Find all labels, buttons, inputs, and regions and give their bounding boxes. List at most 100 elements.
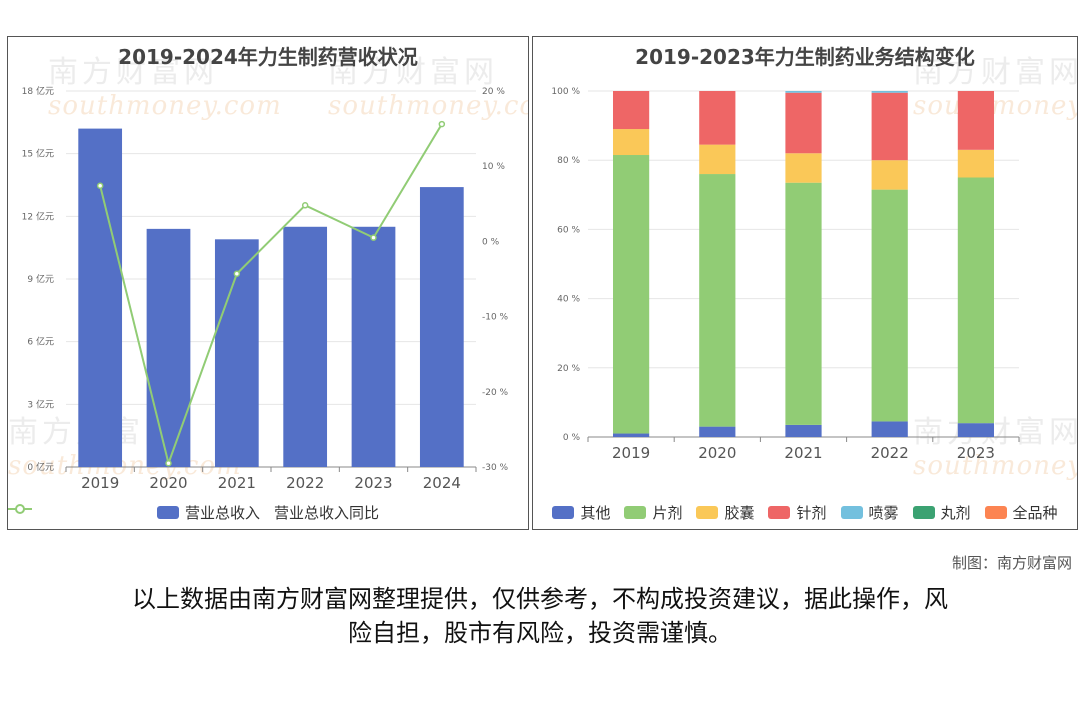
legend-label: 丸剂 — [940, 504, 971, 522]
segment-片剂-2022 — [871, 189, 908, 422]
legend-swatch — [840, 506, 863, 519]
segment-喷雾-2021 — [785, 91, 822, 93]
legend-item-revenue-yoy[interactable]: 营业总收入同比 — [8, 502, 380, 523]
y-tick-label: 18 亿元 — [22, 85, 54, 97]
segment-针剂-2023 — [957, 91, 995, 150]
legend-item-胶囊[interactable]: 胶囊 — [696, 502, 754, 523]
y2-tick-label: 10 % — [482, 162, 505, 172]
segment-胶囊-2023 — [957, 149, 995, 178]
segment-针剂-2022 — [871, 92, 908, 161]
y2-tick-label: 0 % — [482, 237, 500, 247]
legend-label: 针剂 — [796, 504, 827, 522]
segment-喷雾-2022 — [871, 91, 908, 93]
segment-片剂-2019 — [612, 155, 650, 434]
x-tick-label: 2021 — [218, 474, 256, 492]
legend-item-全品种[interactable]: 全品种 — [984, 502, 1058, 523]
y-tick-label: 20 % — [557, 364, 580, 374]
y-tick-label: 100 % — [551, 87, 580, 97]
disclaimer: 以上数据由南方财富网整理提供，仅供参考，不构成投资建议，据此操作，风 险自担，股… — [60, 582, 1020, 650]
segment-片剂-2020 — [699, 174, 736, 427]
segment-胶囊-2022 — [871, 160, 908, 190]
bar-revenue-2023 — [351, 226, 396, 467]
point-yoy-2021 — [233, 270, 241, 277]
point-yoy-2019 — [96, 182, 104, 190]
y-tick-label: 9 亿元 — [27, 273, 54, 285]
revenue-chart: 0 亿元 3 亿元 6 亿元 9 亿元 12 亿元 15 亿元 18 亿元 -30 % -20 … — [22, 85, 509, 492]
bar-revenue-2024 — [419, 187, 464, 468]
point-yoy-2024 — [438, 120, 446, 128]
chart-credit: 制图：南方财富网 — [951, 554, 1072, 572]
legend-label: 其他 — [580, 504, 611, 522]
y-tick-label: 60 % — [557, 225, 580, 235]
segment-其他-2021 — [785, 424, 822, 437]
revenue-chart-legend: 营业总收入 营业总收入同比 — [8, 502, 528, 523]
bar-revenue-2019 — [78, 128, 123, 467]
legend-item-其他[interactable]: 其他 — [552, 502, 610, 523]
legend-swatch — [552, 506, 575, 519]
y-tick-label: 15 亿元 — [22, 148, 54, 160]
segment-胶囊-2020 — [699, 144, 736, 175]
segment-其他-2022 — [871, 421, 908, 437]
y2-tick-label: -10 % — [482, 313, 509, 323]
legend-item-片剂[interactable]: 片剂 — [624, 502, 682, 523]
segment-其他-2019 — [612, 433, 650, 437]
legend-label: 喷雾 — [868, 504, 899, 522]
segment-针剂-2019 — [612, 91, 650, 130]
structure-chart-legend: 其他 片剂 胶囊 针剂 喷雾 丸剂 全品种 — [533, 502, 1077, 523]
legend-label: 片剂 — [652, 504, 683, 522]
segment-其他-2023 — [957, 423, 995, 437]
y-tick-label: 12 亿元 — [22, 210, 54, 222]
x-tick-label: 2020 — [149, 474, 187, 492]
segment-胶囊-2021 — [785, 153, 822, 183]
segment-针剂-2020 — [699, 91, 736, 145]
legend-swatch — [768, 506, 791, 519]
bar-revenue-2021 — [214, 239, 259, 467]
x-tick-label: 2023 — [957, 444, 995, 462]
structure-chart-title: 2019-2023年力生制药业务结构变化 — [635, 45, 975, 69]
legend-item-丸剂[interactable]: 丸剂 — [912, 502, 971, 523]
segment-胶囊-2019 — [612, 129, 650, 156]
point-yoy-2020 — [165, 459, 172, 467]
legend-label: 胶囊 — [724, 504, 755, 522]
x-tick-label: 2022 — [286, 474, 324, 492]
legend-item-喷雾[interactable]: 喷雾 — [840, 502, 899, 523]
x-tick-label: 2022 — [871, 444, 909, 462]
legend-item-revenue[interactable]: 营业总收入 — [156, 502, 260, 523]
bar-revenue-2020 — [146, 228, 191, 467]
x-tick-label: 2019 — [81, 474, 119, 492]
disclaimer-line: 以上数据由南方财富网整理提供，仅供参考，不构成投资建议，据此操作，风 — [132, 585, 948, 613]
y-tick-label: 0 % — [563, 433, 581, 443]
revenue-chart-title: 2019-2024年力生制药营收状况 — [118, 45, 418, 69]
legend-swatch — [624, 506, 647, 519]
y-tick-label: 0 亿元 — [27, 461, 54, 473]
segment-针剂-2021 — [785, 92, 822, 154]
x-tick-label: 2020 — [698, 444, 736, 462]
segment-片剂-2021 — [785, 182, 822, 425]
segment-其他-2020 — [699, 426, 736, 437]
point-yoy-2022 — [301, 202, 309, 209]
legend-item-针剂[interactable]: 针剂 — [768, 502, 827, 523]
point-yoy-2023 — [370, 234, 377, 241]
x-tick-label: 2019 — [612, 444, 650, 462]
legend-label: 全品种 — [1012, 504, 1058, 522]
y-tick-label: 80 % — [557, 156, 580, 166]
x-tick-label: 2024 — [423, 474, 461, 492]
x-tick-label: 2021 — [784, 444, 822, 462]
legend-swatch-bar — [156, 506, 179, 519]
y-tick-label: 3 亿元 — [27, 398, 54, 410]
segment-片剂-2023 — [957, 177, 995, 424]
disclaimer-line: 险自担，股市有风险，投资需谨慎。 — [348, 619, 732, 647]
y2-tick-label: -20 % — [482, 388, 509, 398]
legend-swatch — [696, 506, 719, 519]
legend-label: 营业总收入 — [184, 504, 260, 522]
y2-tick-label: -30 % — [482, 463, 509, 473]
legend-label: 营业总收入同比 — [274, 504, 380, 522]
x-tick-label: 2023 — [354, 474, 392, 492]
legend-swatch — [912, 506, 935, 519]
y-tick-label: 40 % — [557, 295, 580, 305]
bar-revenue-2022 — [283, 226, 328, 467]
structure-chart: 0 % 20 % 40 % 60 % 80 % 100 % 2019 2020 2021 2022… — [551, 87, 1020, 462]
y-tick-label: 6 亿元 — [27, 336, 54, 348]
